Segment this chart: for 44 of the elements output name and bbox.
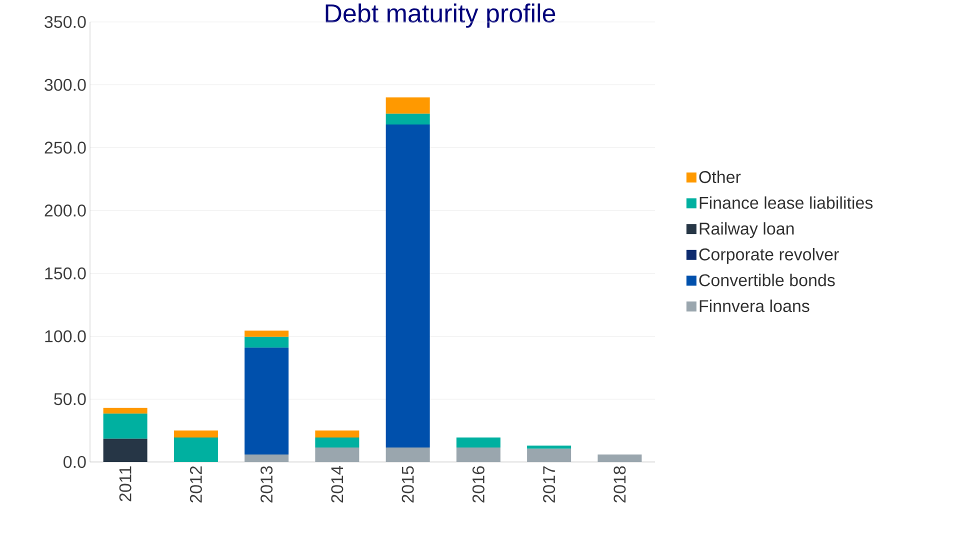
bar	[315, 448, 360, 462]
y-tick-label: 100.0	[45, 330, 86, 342]
x-tick-label: 2016	[472, 466, 484, 502]
y-tick-label: 50.0	[54, 393, 86, 406]
bar	[315, 430, 360, 438]
y-tick-label: 300.0	[44, 78, 86, 91]
bar	[386, 114, 430, 124]
bar	[456, 448, 500, 462]
bar	[103, 414, 148, 439]
bar	[456, 437, 500, 448]
bar	[527, 448, 572, 462]
bar	[244, 330, 289, 337]
y-tick-label: 250.0	[44, 142, 86, 154]
y-tick-label: 0.0	[64, 456, 86, 468]
bar	[244, 454, 289, 462]
y-tick-label: 350.0	[44, 16, 86, 28]
bar	[598, 454, 642, 462]
x-tick-label: 2017	[543, 466, 556, 502]
bar	[386, 97, 430, 114]
y-tick-label: 200.0	[44, 204, 86, 217]
bar	[527, 446, 572, 449]
bar	[174, 437, 218, 462]
legend-label: Corporate revolver	[699, 248, 839, 264]
x-tick-label: 2012	[190, 466, 202, 502]
x-tick-label: 2018	[614, 466, 626, 502]
x-tick-label: 2011	[119, 466, 132, 502]
x-tick-label: 2014	[331, 466, 344, 502]
bar	[174, 430, 218, 438]
legend-label: Finance lease liabilities	[700, 196, 873, 209]
x-tick-label: 2013	[260, 466, 273, 502]
bar	[315, 437, 360, 448]
chart-title: Debt maturity profile	[326, 4, 556, 28]
bar	[386, 448, 430, 462]
bar	[103, 408, 148, 414]
legend-label: Convertible bonds	[699, 274, 835, 286]
bar	[244, 348, 289, 454]
bar	[103, 438, 148, 462]
legend-label: Finnvera loans	[700, 300, 810, 312]
x-tick-label: 2015	[402, 466, 414, 502]
bar	[386, 124, 430, 448]
legend-label: Railway loan	[700, 222, 794, 238]
bar	[244, 336, 289, 348]
legend-label: Other	[699, 170, 741, 184]
y-tick-label: 150.0	[45, 267, 86, 280]
